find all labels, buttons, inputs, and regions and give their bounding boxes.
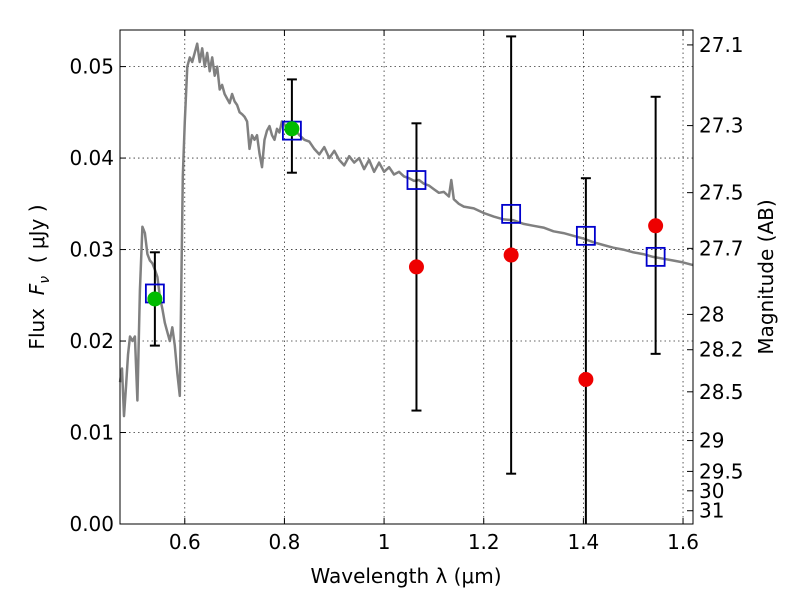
y2-tick-label: 30	[699, 479, 724, 503]
y-tick-label: 0.01	[69, 421, 114, 445]
upper-limit-point	[578, 371, 594, 387]
x-axis-label: Wavelength λ (μm)	[310, 564, 501, 588]
y2-tick-label: 28.2	[699, 338, 744, 362]
x-tick-label: 0.8	[269, 530, 301, 554]
upper-limit-point	[648, 218, 664, 234]
y-tick-label: 0.04	[69, 146, 114, 170]
y2-tick-label: 31	[699, 499, 724, 523]
spectrum-line	[118, 42, 694, 418]
x-tick-label: 1.6	[667, 530, 699, 554]
y2-tick-label: 27.7	[699, 236, 744, 260]
errorbar-layer	[149, 35, 661, 524]
y-tick-label: 0.03	[69, 238, 114, 262]
model-square-marker	[406, 170, 427, 190]
y2-tick-label: 29	[699, 429, 724, 453]
y2-tick-label: 27.5	[699, 181, 744, 205]
detection-point	[147, 291, 163, 307]
model-square-marker	[501, 203, 522, 224]
y2-tick-label: 28	[699, 302, 724, 326]
model-square-marker	[645, 246, 666, 267]
y-axis-label-prefix: Flux	[25, 295, 49, 349]
x-tick-label: 0.6	[169, 530, 201, 554]
spectrum-layer	[118, 42, 694, 418]
upper-limit-point	[408, 259, 424, 275]
y2-axis-label: Magnitude (AB)	[754, 199, 778, 354]
y-axis-label-suffix: ( μJy )	[25, 204, 49, 276]
marker-layer	[144, 120, 666, 387]
grid-layer	[120, 30, 693, 524]
y2-tick-label: 27.3	[699, 114, 744, 138]
y2-tick-label: 29.5	[699, 459, 744, 483]
x-tick-label: 1.4	[567, 530, 599, 554]
y-axis-label: Flux Fν ( μJy )	[25, 204, 53, 349]
x-tick-label: 1.2	[468, 530, 500, 554]
y-tick-label: 0.00	[69, 512, 114, 536]
upper-limit-point	[503, 247, 519, 263]
y-axis-label-subscript: ν	[37, 276, 53, 284]
model-square-marker	[575, 225, 596, 246]
y-axis-label-symbol: F	[25, 283, 49, 295]
tick-layer	[120, 30, 693, 525]
y-tick-label: 0.05	[69, 55, 114, 79]
y2-tick-label: 27.1	[699, 33, 744, 57]
plot-frame	[119, 29, 694, 525]
detection-point	[284, 121, 300, 137]
y-tick-label: 0.02	[69, 329, 114, 353]
x-tick-labels: 0.6 0.8 1 1.2 1.4 1.6	[169, 530, 699, 554]
x-tick-label: 1	[378, 530, 391, 554]
y2-tick-label: 28.5	[699, 380, 744, 404]
y-tick-labels: 0.00 0.01 0.02 0.03 0.04 0.05	[69, 55, 114, 536]
